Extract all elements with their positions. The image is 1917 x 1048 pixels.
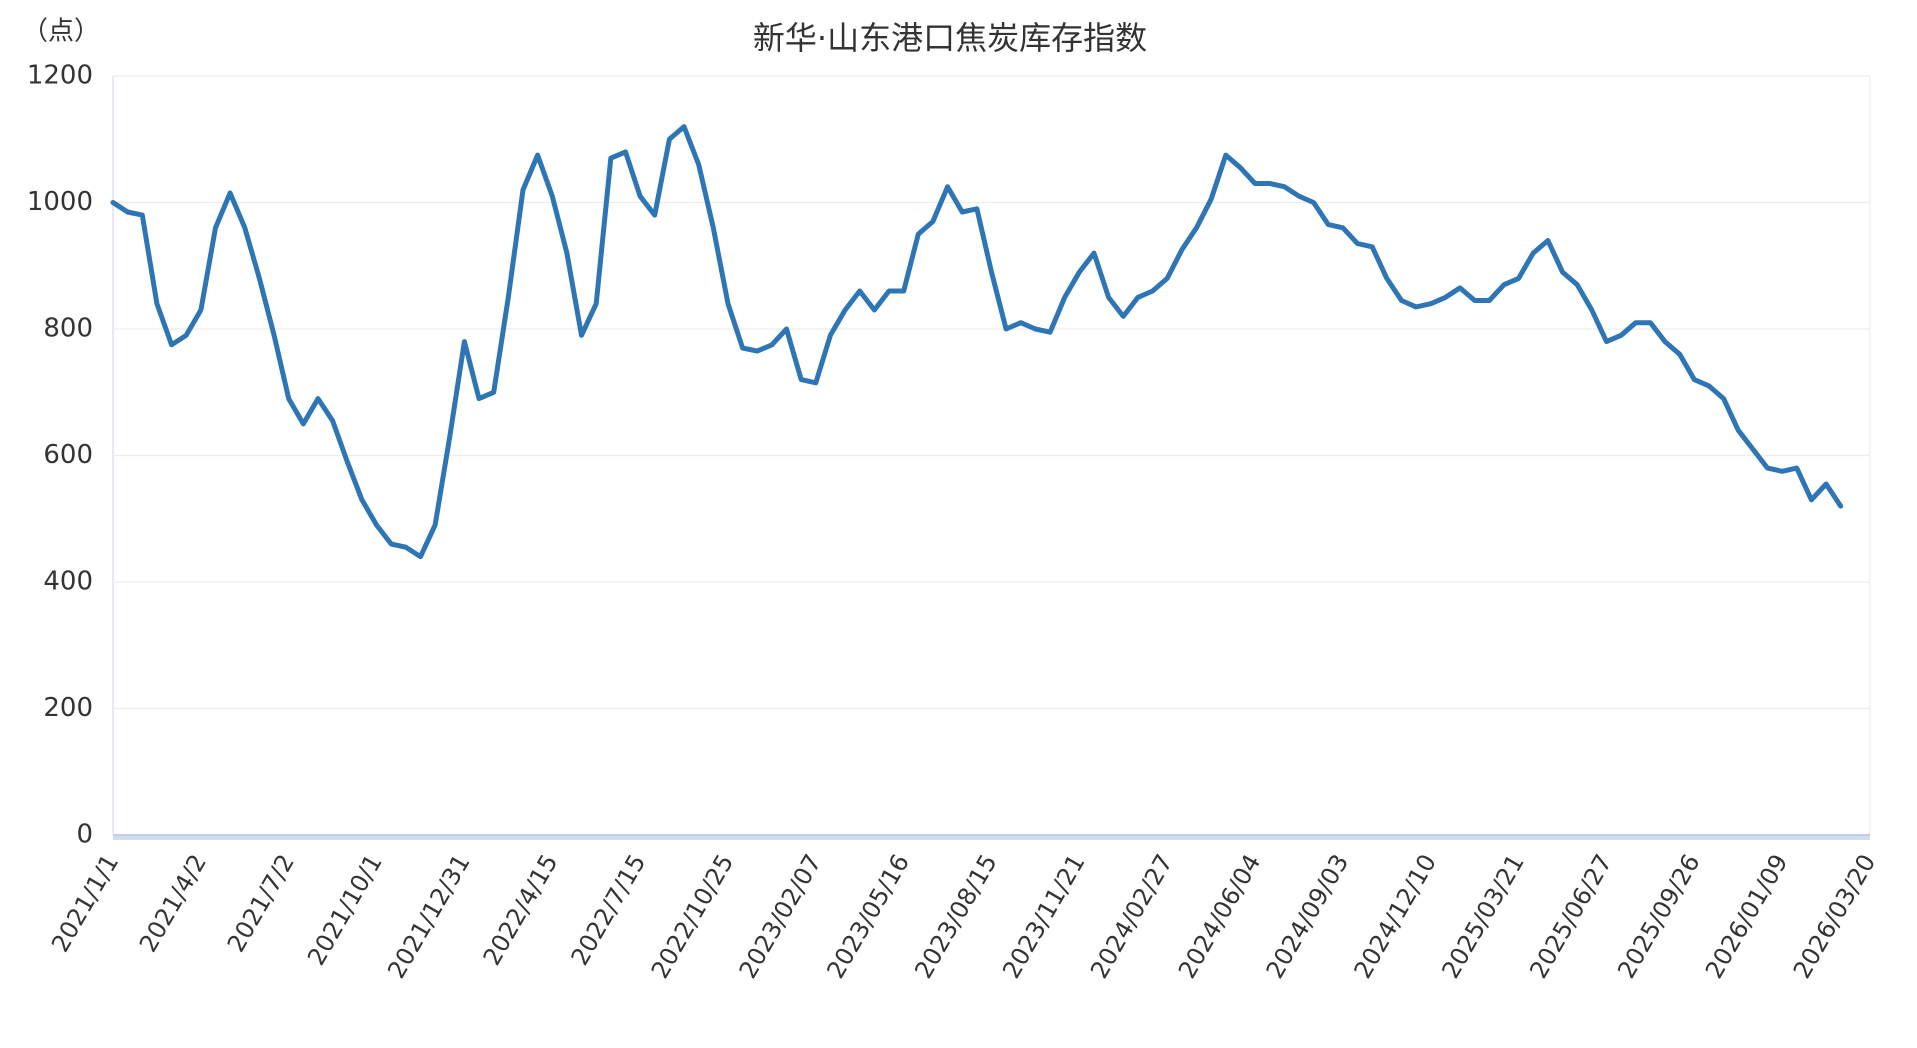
y-tick-label: 1000: [27, 187, 93, 217]
x-tick-label: 2023/05/16: [821, 850, 914, 984]
x-tick-label: 2024/09/03: [1261, 850, 1354, 984]
x-tick-label: 2023/08/15: [909, 850, 1002, 984]
x-tick-label: 2021/12/31: [382, 850, 475, 984]
x-tick-label: 2025/03/21: [1436, 850, 1529, 984]
x-tick-label: 2023/11/21: [997, 850, 1090, 984]
x-tick-label: 2025/09/26: [1612, 850, 1705, 984]
y-tick-label: 600: [43, 440, 93, 470]
y-tick-label: 800: [43, 314, 93, 344]
x-tick-label: 2021/1/1: [46, 850, 124, 957]
x-tick-label: 2021/10/1: [302, 850, 388, 971]
x-tick-label: 2021/7/2: [222, 850, 300, 957]
x-tick-label: 2022/4/15: [478, 850, 564, 971]
x-tick-label: 2021/4/2: [134, 850, 212, 957]
x-tick-label: 2024/06/04: [1173, 850, 1266, 984]
x-tick-label: 2024/02/27: [1085, 850, 1178, 984]
x-tick-label: 2025/06/27: [1524, 850, 1617, 984]
data-line: [110, 124, 1844, 560]
x-tick-label: 2023/02/07: [734, 850, 827, 984]
y-tick-label: 400: [43, 567, 93, 597]
x-tick-label: 2026/03/20: [1788, 850, 1881, 984]
x-tick-label: 2022/7/15: [566, 850, 652, 971]
y-tick-label: 0: [76, 820, 93, 850]
y-tick-label: 200: [43, 693, 93, 723]
y-axis-unit: （点）: [22, 17, 100, 47]
x-tick-label: 2022/10/25: [646, 850, 739, 984]
x-tick-label: 2026/01/09: [1700, 850, 1793, 984]
y-tick-label: 1200: [27, 61, 93, 91]
chart-title: 新华·山东港口焦炭库存指数: [753, 19, 1147, 57]
x-tick-label: 2024/12/10: [1349, 850, 1442, 984]
